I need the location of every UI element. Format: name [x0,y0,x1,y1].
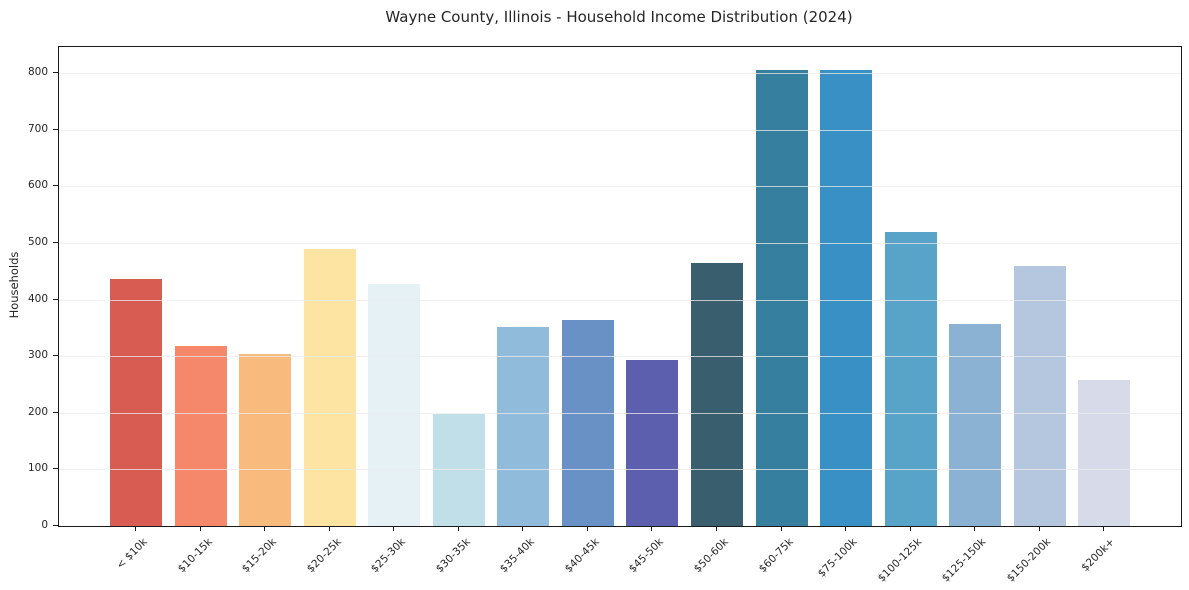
y-tick-mark [53,412,58,413]
gridline [59,186,1181,187]
bar [820,70,872,526]
bar [949,324,1001,526]
x-tick-label: $25-30k [368,536,408,576]
bar [239,354,291,526]
y-tick-mark [53,299,58,300]
bar [626,360,678,526]
x-tick-label: $15-20k [239,536,279,576]
y-tick-mark [53,355,58,356]
y-tick-mark [53,72,58,73]
gridline [59,356,1181,357]
y-tick-label: 100 [27,462,48,474]
x-tick-label: $200k+ [1079,536,1118,574]
y-tick-label: 500 [27,236,48,248]
x-tick-label: $45-50k [626,536,666,576]
chart-title: Wayne County, Illinois - Household Incom… [385,8,853,26]
bar [691,263,743,526]
gridline [59,413,1181,414]
x-tick-label: $125-150k [939,536,989,585]
x-tick-label: $30-35k [433,536,473,576]
bar [562,320,614,526]
y-tick-mark [53,525,58,526]
x-tick-label: $60-75k [756,536,796,576]
bar [175,346,227,526]
x-tick-mark [329,526,330,531]
y-axis-label: Households [7,251,21,319]
gridline [59,73,1181,74]
x-tick-mark [974,526,975,531]
gridline [59,300,1181,301]
bar [885,232,937,526]
x-tick-label: $40-45k [562,536,602,576]
bar [368,284,420,526]
x-tick-label: $10-15k [175,536,215,576]
x-tick-mark [845,526,846,531]
x-tick-label: $100-125k [875,536,925,585]
x-tick-mark [135,526,136,531]
x-tick-mark [587,526,588,531]
x-tick-mark [1039,526,1040,531]
x-tick-mark [651,526,652,531]
gridline [59,243,1181,244]
y-tick-label: 800 [27,66,48,78]
y-tick-mark [53,185,58,186]
x-tick-mark [716,526,717,531]
x-tick-label: $20-25k [304,536,344,576]
x-tick-mark [458,526,459,531]
y-tick-label: 200 [27,406,48,418]
y-tick-label: 300 [27,349,48,361]
y-tick-label: 600 [27,179,48,191]
y-tick-mark [53,468,58,469]
y-tick-label: 0 [41,519,48,531]
x-tick-mark [910,526,911,531]
y-tick-mark [53,242,58,243]
x-tick-mark [264,526,265,531]
x-tick-mark [522,526,523,531]
y-tick-label: 400 [27,293,48,305]
y-tick-mark [53,129,58,130]
bar [756,70,808,526]
y-tick-label: 700 [27,123,48,135]
bar [1078,380,1130,526]
bar [1014,266,1066,526]
gridline [59,469,1181,470]
x-tick-mark [200,526,201,531]
x-tick-label: < $10k [113,536,150,572]
x-tick-label: $50-60k [691,536,731,576]
x-tick-label: $75-100k [815,536,860,580]
gridline [59,130,1181,131]
bar [497,327,549,526]
bar [304,249,356,526]
x-tick-mark [393,526,394,531]
bar [433,414,485,526]
x-tick-label: $35-40k [497,536,537,576]
plot-area [58,46,1182,527]
bar [110,279,162,526]
x-tick-mark [781,526,782,531]
x-tick-mark [1103,526,1104,531]
x-tick-label: $150-200k [1004,536,1054,585]
